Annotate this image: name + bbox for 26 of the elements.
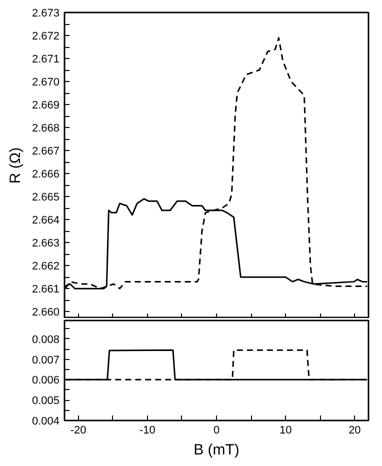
y-tick-label: 2.673 xyxy=(32,8,60,20)
y-tick-label: 2.669 xyxy=(32,100,60,112)
y-tick-label: 2.664 xyxy=(32,214,60,227)
y-tick-label: 2.670 xyxy=(32,76,60,89)
x-tick-label: 20 xyxy=(348,424,361,436)
y-tick-label: 2.661 xyxy=(32,284,60,296)
x-tick-label: -20 xyxy=(70,424,86,436)
y-tick-label: 0.004 xyxy=(32,416,60,428)
y-tick-label: 0.005 xyxy=(32,395,60,408)
y-axis-title: R (Ω) xyxy=(6,147,24,184)
y-tick-label: 2.672 xyxy=(32,30,60,43)
y-tick-label: 0.006 xyxy=(32,374,60,387)
y-tick-label: 0.007 xyxy=(32,354,60,366)
y-tick-label: 2.671 xyxy=(32,54,60,66)
y-tick-label: 2.667 xyxy=(32,146,60,158)
y-tick-label: 2.660 xyxy=(32,306,60,319)
y-tick-label: 2.662 xyxy=(32,260,60,273)
x-axis-title: B (mT) xyxy=(194,442,240,458)
x-tick-label: 0 xyxy=(213,424,220,436)
x-tick-label: -10 xyxy=(139,424,156,436)
x-tick-label: 10 xyxy=(279,424,292,436)
y-tick-label: 2.665 xyxy=(32,192,60,204)
y-tick-label: 2.663 xyxy=(32,238,60,250)
y-tick-label: 0.008 xyxy=(32,334,60,346)
y-tick-label: 2.666 xyxy=(32,168,60,181)
y-tick-label: 2.668 xyxy=(32,122,60,135)
